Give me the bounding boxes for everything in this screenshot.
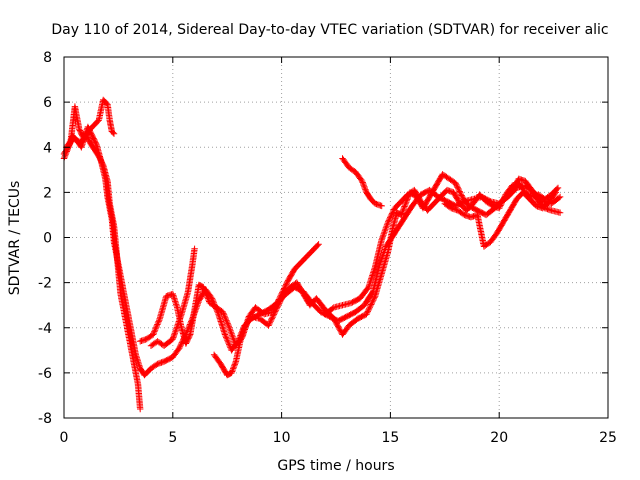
y-tick-label: -8 — [38, 411, 52, 427]
x-tick-label: 10 — [273, 430, 291, 446]
y-tick-label: 6 — [43, 95, 52, 111]
data-series — [321, 180, 562, 318]
x-tick-label: 5 — [168, 430, 177, 446]
y-tick-label: 8 — [43, 50, 52, 66]
y-tick-label: 2 — [43, 185, 52, 201]
data-series — [63, 96, 118, 151]
x-tick-label: 0 — [60, 430, 69, 446]
x-axis-label: GPS time / hours — [277, 458, 394, 474]
x-tick-label: 25 — [599, 430, 617, 446]
data-series — [339, 155, 385, 210]
y-tick-label: 0 — [43, 231, 52, 247]
y-tick-label: 4 — [43, 140, 52, 156]
chart-title: Day 110 of 2014, Sidereal Day-to-day VTE… — [51, 22, 608, 38]
data-series — [147, 245, 198, 349]
y-axis-label: SDTVAR / TECUs — [7, 181, 23, 296]
x-tick-label: 20 — [490, 430, 508, 446]
x-tick-label: 15 — [381, 430, 399, 446]
y-tick-label: -2 — [38, 276, 52, 292]
y-tick-label: -4 — [38, 321, 52, 337]
y-tick-label: -6 — [38, 366, 52, 382]
